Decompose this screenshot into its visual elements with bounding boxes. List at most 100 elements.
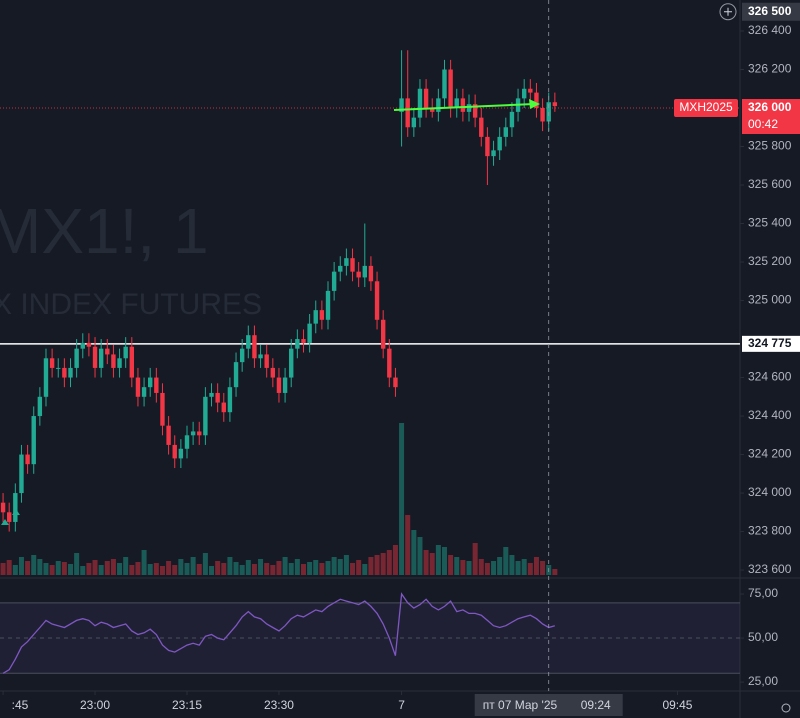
settings-icon[interactable] bbox=[781, 703, 791, 713]
candle-body bbox=[239, 348, 245, 363]
candle-body bbox=[117, 358, 122, 368]
candle-body bbox=[528, 88, 533, 93]
volume-bar bbox=[31, 555, 37, 575]
x-tick-label: :45 bbox=[12, 698, 29, 712]
volume-bar bbox=[294, 559, 300, 575]
signal-marker bbox=[12, 509, 20, 515]
candle-body bbox=[301, 339, 306, 343]
volume-bar bbox=[435, 545, 441, 575]
volume-bar bbox=[129, 565, 135, 575]
volume-bar bbox=[6, 560, 12, 575]
candle-body bbox=[411, 117, 417, 128]
volume-bar bbox=[527, 563, 533, 575]
volume-bar bbox=[466, 561, 472, 575]
candle-body bbox=[540, 108, 545, 122]
y-tick-label: 325 400 bbox=[748, 216, 792, 230]
y-tick-label: 324 000 bbox=[748, 485, 792, 499]
volume-bar bbox=[141, 550, 147, 575]
crosshair-price-label: 326 500 bbox=[748, 4, 792, 18]
volume-bar bbox=[509, 555, 515, 575]
candle-body bbox=[154, 377, 159, 393]
volume-bar bbox=[196, 564, 202, 575]
volume-bar bbox=[221, 563, 227, 575]
volume-bar bbox=[172, 565, 178, 575]
volume-bar bbox=[319, 563, 325, 575]
candle-body bbox=[43, 358, 49, 397]
candle-body bbox=[166, 425, 171, 445]
candle-body bbox=[276, 377, 282, 393]
volume-bar bbox=[227, 557, 233, 575]
volume-bar bbox=[386, 550, 392, 575]
volume-bar bbox=[264, 563, 270, 575]
volume-bar bbox=[515, 561, 521, 575]
volume-bar bbox=[37, 559, 43, 575]
candle-body bbox=[123, 346, 128, 359]
rsi-tick-label: 50,00 bbox=[748, 630, 778, 644]
crosshair-time-label: 09:24 bbox=[581, 698, 611, 712]
candle-body bbox=[368, 265, 374, 282]
candle-body bbox=[405, 98, 410, 128]
volume-bar bbox=[233, 562, 239, 575]
volume-bar bbox=[135, 562, 141, 575]
candle-body bbox=[49, 358, 55, 368]
candle-body bbox=[252, 335, 257, 359]
candle-body bbox=[472, 104, 478, 118]
volume-bar bbox=[110, 559, 116, 575]
volume-bar bbox=[307, 562, 313, 575]
candle-body bbox=[454, 98, 459, 109]
candle-body bbox=[190, 431, 196, 436]
last-price-tag bbox=[742, 99, 800, 135]
volume-bar bbox=[92, 560, 98, 575]
candle-body bbox=[325, 290, 331, 320]
symbol-tag bbox=[674, 99, 738, 118]
candle-body bbox=[307, 323, 312, 343]
volume-bar bbox=[25, 561, 31, 575]
candle-body bbox=[86, 342, 92, 347]
candle-body bbox=[227, 387, 233, 413]
volume-bar bbox=[374, 555, 380, 575]
crosshair-time-box bbox=[474, 694, 623, 716]
y-tick-label: 324 400 bbox=[748, 408, 792, 422]
candle-body bbox=[264, 354, 269, 368]
candle-body bbox=[233, 362, 239, 388]
candle-body bbox=[25, 454, 30, 465]
candle-body bbox=[509, 111, 515, 128]
candle-body bbox=[393, 377, 398, 388]
volume-bar bbox=[448, 555, 454, 575]
volume-bar bbox=[147, 564, 153, 575]
volume-bar bbox=[478, 559, 484, 575]
candle-body bbox=[13, 493, 18, 522]
volume-bar bbox=[540, 561, 546, 575]
volume-bar bbox=[18, 557, 24, 575]
candle-body bbox=[546, 102, 551, 122]
candle-body bbox=[362, 265, 367, 278]
candle-body bbox=[374, 281, 380, 320]
settings-icon-ring[interactable] bbox=[781, 703, 791, 713]
candle-body bbox=[497, 136, 502, 151]
volume-bar bbox=[337, 559, 343, 575]
candle-body bbox=[552, 102, 558, 107]
volume-bar bbox=[497, 557, 503, 575]
volume-bar bbox=[313, 560, 319, 575]
volume-bar bbox=[356, 560, 362, 575]
y-tick-label: 325 800 bbox=[748, 139, 792, 153]
volume-bar bbox=[380, 553, 386, 575]
candle-body bbox=[221, 402, 226, 413]
candle-body bbox=[148, 377, 153, 388]
volume-bar bbox=[239, 565, 245, 575]
volume-bar bbox=[123, 557, 129, 575]
countdown-label: 00:42 bbox=[748, 117, 778, 131]
candle-body bbox=[37, 396, 43, 417]
y-tick-label: 325 000 bbox=[748, 293, 792, 307]
volume-bar bbox=[350, 563, 356, 575]
candle-body bbox=[387, 348, 392, 378]
volume-bar bbox=[399, 423, 405, 575]
candle-body bbox=[356, 271, 361, 278]
candle-body bbox=[98, 348, 104, 368]
candle-body bbox=[270, 367, 276, 378]
candle-body bbox=[184, 435, 190, 449]
volume-bar bbox=[153, 563, 159, 575]
candle-body bbox=[417, 88, 423, 118]
volume-bar bbox=[12, 565, 18, 575]
volume-bar bbox=[98, 565, 104, 575]
